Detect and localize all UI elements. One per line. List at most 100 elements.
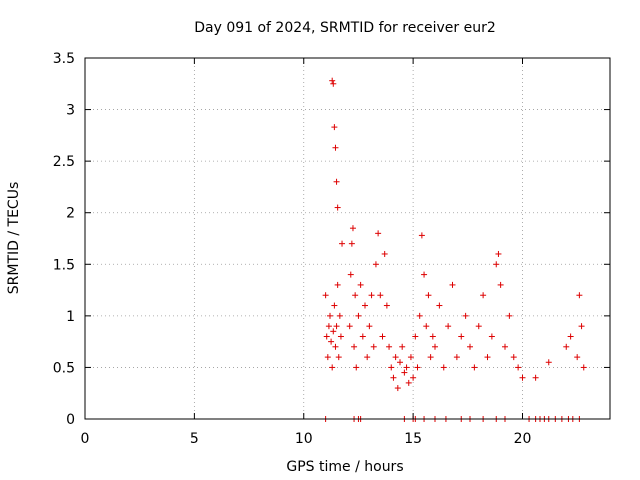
data-points (322, 77, 587, 422)
data-point (348, 240, 355, 247)
x-tick-label: 10 (295, 431, 313, 447)
data-point (379, 333, 386, 340)
data-point (331, 124, 338, 131)
data-point (407, 354, 414, 361)
data-point (410, 374, 417, 381)
data-point (427, 354, 434, 361)
data-point (337, 333, 344, 340)
data-point (578, 323, 585, 330)
data-point (325, 323, 332, 330)
data-point (574, 354, 581, 361)
data-point (388, 364, 395, 371)
data-point (519, 374, 526, 381)
data-point (372, 261, 379, 268)
data-point (355, 312, 362, 319)
x-axis-label: GPS time / hours (286, 459, 403, 475)
data-point (357, 281, 364, 288)
x-tick-label: 5 (190, 431, 199, 447)
data-point (488, 333, 495, 340)
data-point (330, 328, 337, 335)
data-point (545, 359, 552, 366)
data-point (462, 312, 469, 319)
chart-title: Day 091 of 2024, SRMTID for receiver eur… (194, 20, 496, 36)
y-tick-label: 1 (66, 309, 75, 325)
plot-frame (84, 57, 611, 420)
data-point (429, 333, 436, 340)
data-point (401, 369, 408, 376)
data-point (432, 343, 438, 350)
y-tick-label: 2 (66, 206, 75, 222)
data-point (506, 312, 513, 319)
data-point (458, 333, 465, 340)
data-point (349, 225, 356, 232)
data-point (510, 354, 517, 361)
data-point (368, 292, 375, 299)
data-point (471, 364, 478, 371)
data-point (425, 292, 432, 299)
data-point (412, 333, 419, 340)
data-point (333, 323, 340, 330)
data-point (381, 250, 388, 257)
data-point (567, 333, 574, 340)
y-tick-label: 0 (66, 412, 75, 428)
data-point (445, 323, 452, 330)
data-point (336, 312, 343, 319)
data-point (366, 323, 373, 330)
data-point (339, 240, 346, 247)
y-tick-label: 1.5 (53, 257, 75, 273)
x-tick-label: 0 (81, 431, 90, 447)
data-point (377, 292, 384, 299)
data-point (331, 302, 338, 309)
data-point (495, 250, 502, 257)
data-point (370, 343, 377, 350)
data-point (362, 302, 368, 309)
data-point (440, 364, 447, 371)
data-point (563, 343, 570, 350)
data-point (351, 343, 358, 350)
data-point (421, 271, 428, 278)
data-point (330, 80, 337, 87)
data-point (329, 364, 336, 371)
data-point (449, 281, 456, 288)
data-point (335, 354, 342, 361)
data-point (497, 281, 504, 288)
data-point (364, 354, 371, 361)
x-tick-label: 15 (404, 431, 422, 447)
axis-ticks: 0 0.5 1 1.5 2 2.5 3 3.5 0 5 10 15 20 (53, 51, 610, 447)
data-point (453, 354, 460, 361)
data-point (328, 338, 335, 345)
data-point (359, 333, 366, 340)
data-point (390, 374, 397, 381)
data-point (352, 292, 359, 299)
y-tick-label: 2.5 (53, 154, 75, 170)
data-point (418, 232, 425, 239)
data-point (329, 77, 336, 84)
data-point (346, 323, 353, 330)
y-tick-label: 0.5 (53, 360, 75, 376)
data-point (333, 178, 340, 185)
data-point (467, 343, 473, 350)
data-point (322, 292, 329, 299)
data-point (392, 354, 399, 361)
data-point (334, 281, 341, 288)
data-point (386, 343, 393, 350)
data-point (327, 312, 333, 319)
y-axis-label: SRMTID / TECUs (6, 182, 22, 295)
data-point (416, 312, 423, 319)
data-point (405, 379, 412, 386)
data-point (436, 302, 443, 309)
data-point (515, 364, 522, 371)
data-point (383, 302, 390, 309)
data-point (502, 343, 508, 350)
data-point (375, 230, 382, 237)
data-point (332, 144, 339, 151)
data-point (332, 343, 339, 350)
data-point (394, 385, 401, 392)
data-point (493, 261, 500, 268)
x-tick-label: 20 (514, 431, 532, 447)
grid-lines (85, 58, 610, 419)
data-point (532, 374, 539, 381)
data-point (399, 343, 406, 350)
data-point (397, 359, 403, 366)
